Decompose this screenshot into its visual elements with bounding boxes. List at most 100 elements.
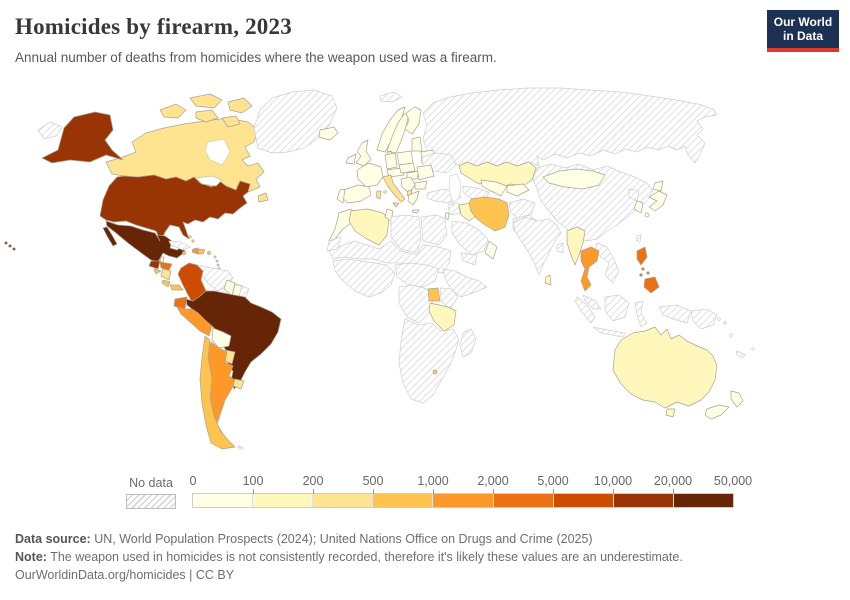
- country-baltics[interactable]: [411, 136, 423, 152]
- country-jamaica[interactable]: [182, 251, 186, 255]
- country-malaysia[interactable]: [582, 294, 602, 310]
- country-congo-basin[interactable]: [398, 284, 434, 324]
- legend-segment-7[interactable]: [612, 494, 673, 507]
- country-spain[interactable]: [340, 184, 372, 204]
- country-greece[interactable]: [407, 190, 420, 206]
- country-west-africa[interactable]: [332, 258, 396, 298]
- country-indonesia-java[interactable]: [592, 326, 626, 338]
- country-southern-africa[interactable]: [398, 318, 460, 404]
- country-dominican-republic[interactable]: [197, 248, 206, 255]
- country-lesser-antilles[interactable]: [216, 263, 220, 267]
- legend-segment-3[interactable]: [372, 494, 433, 507]
- country-canada-arctic-3[interactable]: [227, 97, 253, 114]
- country-haiti[interactable]: [191, 247, 199, 255]
- country-israel[interactable]: [444, 212, 450, 221]
- country-philippines-visayas[interactable]: [639, 273, 643, 277]
- country-russia-svalbard[interactable]: [379, 91, 403, 103]
- country-oman[interactable]: [484, 240, 498, 260]
- country-japan-hokkaido[interactable]: [652, 180, 664, 192]
- country-indochina[interactable]: [594, 242, 620, 284]
- legend-no-data-swatch[interactable]: [126, 494, 176, 509]
- country-algeria[interactable]: [348, 208, 390, 246]
- country-panama[interactable]: [169, 284, 184, 291]
- country-south-korea[interactable]: [633, 200, 644, 214]
- country-afghanistan[interactable]: [508, 198, 536, 220]
- country-new-zealand-south[interactable]: [704, 404, 730, 420]
- country-pacific-islands[interactable]: [723, 321, 727, 325]
- country-taiwan[interactable]: [635, 234, 642, 243]
- country-czech-slovakia[interactable]: [398, 162, 416, 174]
- legend-segment-2[interactable]: [312, 494, 373, 507]
- country-indonesia-sulawesi[interactable]: [634, 300, 648, 328]
- country-australia[interactable]: [612, 326, 718, 409]
- country-guatemala[interactable]: [148, 260, 161, 270]
- country-nicaragua[interactable]: [160, 268, 172, 281]
- legend-segment-1[interactable]: [252, 494, 313, 507]
- footer-license[interactable]: OurWorldinData.org/homicides | CC BY: [15, 568, 235, 582]
- country-canada-arctic-5[interactable]: [221, 115, 241, 128]
- country-fiji[interactable]: [751, 347, 755, 351]
- country-puerto-rico[interactable]: [207, 251, 211, 255]
- country-romania[interactable]: [416, 164, 435, 181]
- country-kazakhstan[interactable]: [458, 161, 537, 189]
- country-indonesia-borneo[interactable]: [604, 294, 630, 322]
- country-alpine-states[interactable]: [386, 167, 405, 178]
- country-nigeria-cameroon[interactable]: [394, 262, 440, 288]
- legend-segment-0[interactable]: [193, 494, 253, 507]
- country-canada-arctic-4[interactable]: [195, 109, 219, 123]
- country-horn-of-africa[interactable]: [442, 268, 488, 298]
- country-iran[interactable]: [468, 196, 510, 232]
- country-papua-new-guinea[interactable]: [690, 308, 718, 330]
- country-indonesia-sumatra[interactable]: [574, 296, 596, 324]
- country-france-corsica[interactable]: [383, 190, 387, 194]
- country-iceland[interactable]: [318, 126, 339, 141]
- country-chile[interactable]: [199, 335, 236, 450]
- country-cuba[interactable]: [168, 240, 191, 251]
- country-philippines-visayas[interactable]: [641, 267, 645, 271]
- country-honduras[interactable]: [159, 261, 173, 271]
- country-sri-lanka[interactable]: [544, 274, 552, 286]
- country-falkland-islands[interactable]: [237, 445, 241, 449]
- country-bangladesh[interactable]: [556, 242, 564, 254]
- country-finland[interactable]: [404, 106, 422, 135]
- country-philippines-mindanao[interactable]: [643, 276, 660, 294]
- country-united-states-hawaii[interactable]: [4, 241, 8, 245]
- country-new-zealand-north[interactable]: [730, 390, 744, 408]
- country-new-caledonia[interactable]: [735, 350, 746, 359]
- country-united-states-hawaii[interactable]: [12, 247, 16, 251]
- country-india[interactable]: [512, 216, 562, 276]
- owid-logo[interactable]: Our World in Data: [767, 10, 839, 52]
- country-indonesia-papua[interactable]: [658, 304, 692, 324]
- country-el-salvador[interactable]: [153, 268, 162, 275]
- country-libya[interactable]: [390, 214, 422, 254]
- country-ireland[interactable]: [345, 153, 357, 165]
- country-greece-crete[interactable]: [411, 209, 420, 214]
- country-japan-honshu[interactable]: [648, 190, 668, 212]
- country-poland[interactable]: [396, 150, 414, 166]
- country-portugal[interactable]: [336, 188, 346, 204]
- country-canada-newfoundland[interactable]: [257, 192, 269, 203]
- country-peru[interactable]: [176, 306, 213, 337]
- country-canada-arctic-1[interactable]: [159, 103, 187, 119]
- country-united-states-hawaii[interactable]: [8, 244, 12, 248]
- country-uzbekistan[interactable]: [480, 179, 508, 197]
- country-united-states-alaska[interactable]: [41, 111, 124, 164]
- country-bahamas[interactable]: [191, 239, 195, 243]
- country-france[interactable]: [356, 162, 384, 188]
- legend-segment-5[interactable]: [492, 494, 553, 507]
- country-philippines-luzon[interactable]: [636, 246, 648, 266]
- country-uganda[interactable]: [427, 287, 441, 302]
- legend-segment-6[interactable]: [552, 494, 613, 507]
- country-greenland[interactable]: [253, 89, 338, 154]
- legend-color-bar[interactable]: [192, 493, 734, 508]
- country-philippines-visayas[interactable]: [646, 271, 650, 275]
- country-uruguay[interactable]: [232, 378, 245, 390]
- country-mongolia[interactable]: [542, 168, 606, 190]
- country-kyrgyzstan-tajikistan[interactable]: [506, 183, 530, 197]
- country-japan-kyushu[interactable]: [644, 212, 650, 218]
- country-eswatini[interactable]: [432, 369, 438, 375]
- country-germany[interactable]: [384, 152, 398, 170]
- country-egypt[interactable]: [420, 214, 448, 246]
- country-kenya[interactable]: [439, 287, 459, 310]
- country-norway[interactable]: [376, 106, 406, 153]
